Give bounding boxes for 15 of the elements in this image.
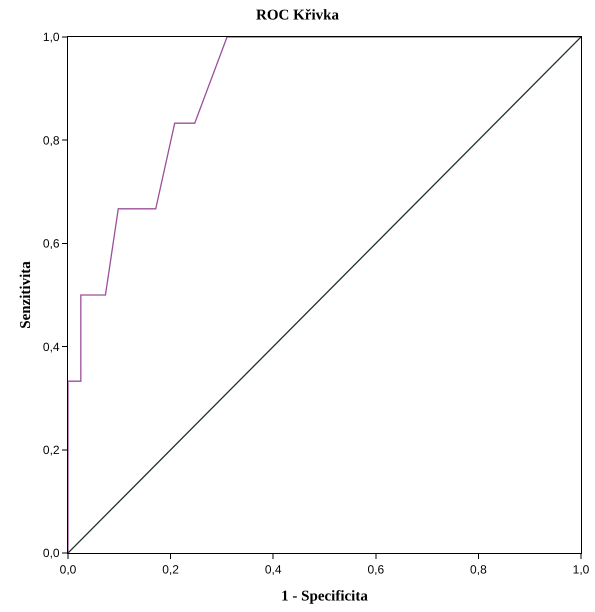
x-tick-label: 0,8: [470, 562, 488, 576]
x-tick-label: 1,0: [572, 562, 590, 576]
y-tick-label: 0,8: [42, 133, 60, 148]
x-tick-label: 0,4: [264, 562, 282, 576]
x-tick-label: 0,0: [60, 562, 77, 576]
y-tick-label: 0,0: [42, 546, 60, 560]
y-tick-label: 1,0: [42, 30, 60, 44]
y-tick-label: 0,6: [42, 236, 60, 251]
y-axis-title: Senzitivita: [18, 260, 34, 329]
y-tick-label: 0,2: [42, 443, 60, 457]
x-axis-title: 1 - Specificita: [281, 588, 368, 604]
y-tick-label: 0,4: [42, 340, 60, 354]
x-tick-label: 0,2: [162, 562, 180, 576]
x-tick-label: 0,6: [367, 562, 384, 576]
chart-title: ROC Křivka: [256, 8, 340, 24]
